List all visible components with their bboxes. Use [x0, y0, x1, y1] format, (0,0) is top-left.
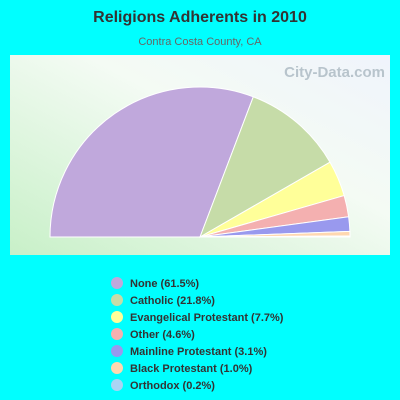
legend-label: Evangelical Protestant (7.7%): [130, 312, 284, 324]
legend-label: Catholic (21.8%): [130, 295, 215, 307]
chart-title: Religions Adherents in 2010: [93, 9, 307, 26]
legend-label: Mainline Protestant (3.1%): [130, 346, 267, 358]
legend-swatch: [111, 328, 123, 340]
watermark: City-Data.com: [284, 64, 385, 81]
slice: [49, 86, 254, 238]
legend-label: None (61.5%): [130, 278, 199, 290]
chart-subtitle: Contra Costa County, CA: [138, 36, 262, 48]
legend-swatch: [111, 345, 123, 357]
legend-label: Orthodox (0.2%): [130, 380, 215, 392]
slice: [199, 235, 351, 238]
legend-label: Black Protestant (1.0%): [130, 363, 253, 375]
legend-swatch: [111, 379, 123, 391]
legend-label: Other (4.6%): [130, 329, 195, 341]
legend-swatch: [111, 277, 123, 289]
slice: [199, 96, 331, 239]
legend-swatch: [111, 311, 123, 323]
legend-swatch: [111, 294, 123, 306]
legend-swatch: [111, 362, 123, 374]
